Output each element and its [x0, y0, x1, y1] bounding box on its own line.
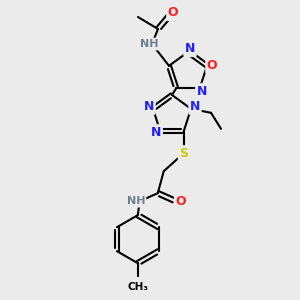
Text: N: N	[151, 126, 161, 139]
Text: CH₃: CH₃	[127, 282, 148, 292]
Text: O: O	[168, 7, 178, 20]
Text: O: O	[207, 59, 217, 72]
Text: NH: NH	[127, 196, 145, 206]
Text: N: N	[185, 43, 195, 56]
Text: N: N	[190, 100, 200, 113]
Text: N: N	[196, 85, 207, 98]
Text: N: N	[144, 100, 154, 113]
Text: O: O	[176, 195, 186, 208]
Text: S: S	[179, 147, 188, 160]
Text: NH: NH	[140, 39, 158, 49]
